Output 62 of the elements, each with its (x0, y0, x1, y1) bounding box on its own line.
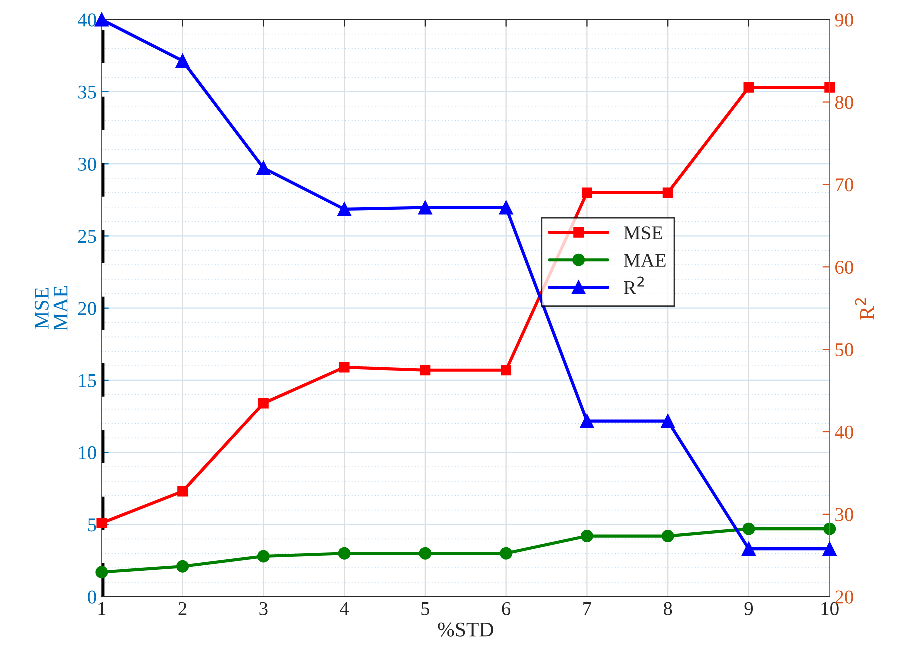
point (742, 542, 756, 556)
y-tick-label: 10 (79, 446, 96, 460)
point (501, 365, 512, 376)
y-tick-label: 0 (88, 590, 96, 604)
y-tick-label: 35 (78, 86, 96, 99)
point (257, 550, 270, 563)
y-tick-label: 25 (78, 230, 96, 244)
y-axis-title: MSE MAE (34, 286, 68, 331)
point (419, 547, 432, 560)
point (258, 398, 269, 409)
point (824, 82, 836, 93)
point (661, 414, 676, 428)
point (582, 188, 592, 198)
point (96, 518, 108, 529)
point (338, 547, 351, 560)
point (338, 202, 352, 216)
point (96, 566, 108, 579)
point (742, 522, 756, 536)
y-tick-label: 5 (88, 518, 96, 532)
point (580, 530, 594, 543)
x-tick-label: 5 (422, 602, 430, 616)
y2-tick-label: 40 (835, 426, 854, 439)
legend-label: R$^{2}$ (624, 276, 644, 294)
y2-axis-title: R$^{2}$ (855, 298, 874, 320)
x-tick-label: 6 (502, 602, 511, 616)
y-tick-label: 40 (78, 14, 96, 27)
point (339, 362, 350, 373)
x-axis-title: %STD (438, 622, 494, 637)
legend-label: MSE (624, 226, 663, 240)
x-tick-label: 1 (98, 602, 106, 616)
point (662, 188, 674, 198)
y2-tick-label: 80 (835, 96, 854, 110)
y2-tick-label: 50 (836, 343, 854, 357)
x-tick-label: 3 (260, 602, 268, 616)
point (662, 530, 674, 543)
x-tick-label: 4 (340, 602, 350, 616)
point (499, 200, 514, 215)
y2-tick-label: 20 (836, 590, 854, 604)
y2-tick-label: 90 (835, 14, 854, 27)
y-tick-label: 30 (78, 158, 96, 172)
y2-tick-label: 60 (836, 260, 854, 274)
point (420, 365, 431, 376)
x-tick-label: 2 (178, 602, 187, 616)
y-tick-label: 15 (79, 374, 96, 388)
x-tick-label: 9 (744, 602, 754, 616)
x-tick-label: 10 (822, 602, 839, 616)
x-tick-label: 8 (664, 602, 672, 616)
point (256, 161, 271, 176)
point (580, 414, 594, 428)
x-tick-label: 7 (584, 602, 592, 616)
point (176, 560, 190, 573)
point (744, 82, 754, 93)
point (500, 547, 513, 560)
legend-label: MAE (624, 254, 666, 267)
y2-tick-label: 70 (836, 178, 854, 192)
point (178, 486, 188, 497)
point (418, 200, 432, 215)
point (822, 542, 837, 556)
y2-tick-label: 30 (836, 508, 854, 522)
y-tick-label: 20 (78, 302, 96, 316)
point (824, 522, 836, 536)
point (176, 54, 190, 68)
